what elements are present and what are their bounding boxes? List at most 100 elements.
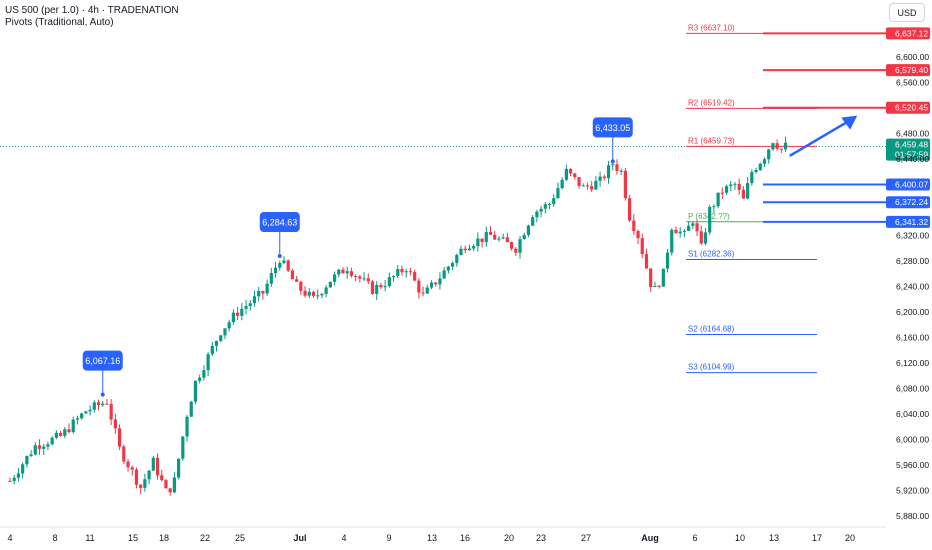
time-tick-label: 4 [7, 533, 12, 543]
candle-body [602, 176, 606, 179]
candle-body [126, 461, 130, 468]
candle-body [202, 370, 206, 378]
candle [282, 256, 286, 265]
candle [261, 290, 265, 300]
candle [126, 459, 130, 472]
price-tick-label: 6,000.00 [896, 435, 929, 445]
candle [370, 280, 375, 295]
candle [202, 365, 206, 381]
candle [168, 488, 172, 496]
candle-body [400, 269, 404, 273]
time-tick-label: 20 [504, 533, 514, 543]
candle [147, 469, 151, 485]
candle-body [733, 183, 737, 185]
time-tick-label: 23 [536, 533, 546, 543]
candle-body [619, 170, 623, 172]
level-price-tag-text: 6,400.07 [895, 179, 928, 189]
symbol-title[interactable]: US 500 (per 1.0) · 4h · TRADENATION [5, 5, 179, 16]
candle [619, 168, 623, 175]
candle-body [535, 211, 539, 218]
candle [585, 182, 590, 190]
candle [8, 477, 12, 482]
price-tick-label: 6,240.00 [896, 282, 929, 292]
candle [181, 436, 185, 461]
candle-body [139, 484, 143, 488]
candle [88, 405, 92, 416]
candle [130, 465, 134, 476]
currency-button[interactable]: USD [889, 3, 925, 22]
time-tick-label: 9 [386, 533, 391, 543]
candle-body [484, 232, 488, 243]
candle [269, 268, 273, 287]
callout-box[interactable] [259, 212, 300, 233]
candle-body [265, 283, 269, 294]
level-price-tag-text: 6,520.45 [895, 103, 928, 113]
candle [531, 215, 535, 227]
candle [505, 232, 509, 243]
candle-body [151, 457, 155, 471]
candle-body [450, 262, 455, 267]
callout-dot [610, 159, 615, 164]
time-tick-label: 16 [460, 533, 470, 543]
candle [695, 219, 699, 237]
candle [387, 272, 391, 288]
candle-body [362, 278, 366, 280]
candle [320, 292, 324, 299]
candle [421, 286, 425, 297]
candle-body [724, 186, 729, 193]
candle [185, 414, 189, 442]
candle-body [771, 143, 775, 150]
candle-body [80, 413, 84, 419]
candle-body [240, 308, 244, 316]
callout-box[interactable] [82, 350, 123, 371]
candle-body [497, 238, 501, 240]
candle [67, 423, 71, 434]
candle [741, 186, 746, 199]
candle-body [404, 271, 408, 273]
candle [50, 435, 54, 446]
candle-body [518, 239, 522, 253]
candle-body [16, 473, 21, 478]
level-price-tag [886, 101, 930, 114]
candle-body [88, 409, 92, 412]
candle-body [269, 273, 273, 284]
callout-box[interactable] [592, 117, 633, 138]
candle-body [8, 480, 12, 482]
candle [328, 281, 332, 288]
candle-body [248, 303, 252, 307]
candle-body [134, 469, 139, 485]
candle-body [661, 268, 665, 287]
price-tick-label: 6,200.00 [896, 307, 929, 317]
candle [193, 380, 198, 405]
candle-body [337, 269, 341, 275]
price-axis: 5,880.00 5,920.00 5,960.00 6,000.00 6,040.00… [896, 52, 929, 521]
candle-body [227, 322, 231, 329]
candle [231, 309, 235, 325]
candle [552, 194, 556, 207]
level-price-tag [886, 64, 930, 77]
trend-arrow-head [841, 115, 858, 130]
time-tick-label: 25 [235, 533, 245, 543]
candle-body [463, 248, 467, 251]
candle-body [328, 281, 332, 288]
candle-body [476, 238, 480, 247]
countdown-text: 01:57:59 [895, 150, 928, 160]
candle-body [143, 479, 147, 488]
indicator-label[interactable]: Pivots (Traditional, Auto) [5, 17, 114, 28]
candle [560, 177, 564, 190]
candle-body [531, 217, 535, 226]
candle [71, 416, 75, 434]
candle [543, 201, 547, 214]
candle [682, 228, 686, 238]
candle [366, 273, 370, 285]
candle-body [282, 260, 286, 264]
candle-body [236, 312, 240, 316]
candle [577, 177, 581, 189]
candle-body [122, 446, 126, 462]
time-tick-label: 6 [692, 533, 697, 543]
candle-body [261, 291, 265, 294]
trend-arrow-shaft [789, 118, 852, 157]
candle-body [25, 455, 29, 465]
candle [341, 267, 345, 274]
